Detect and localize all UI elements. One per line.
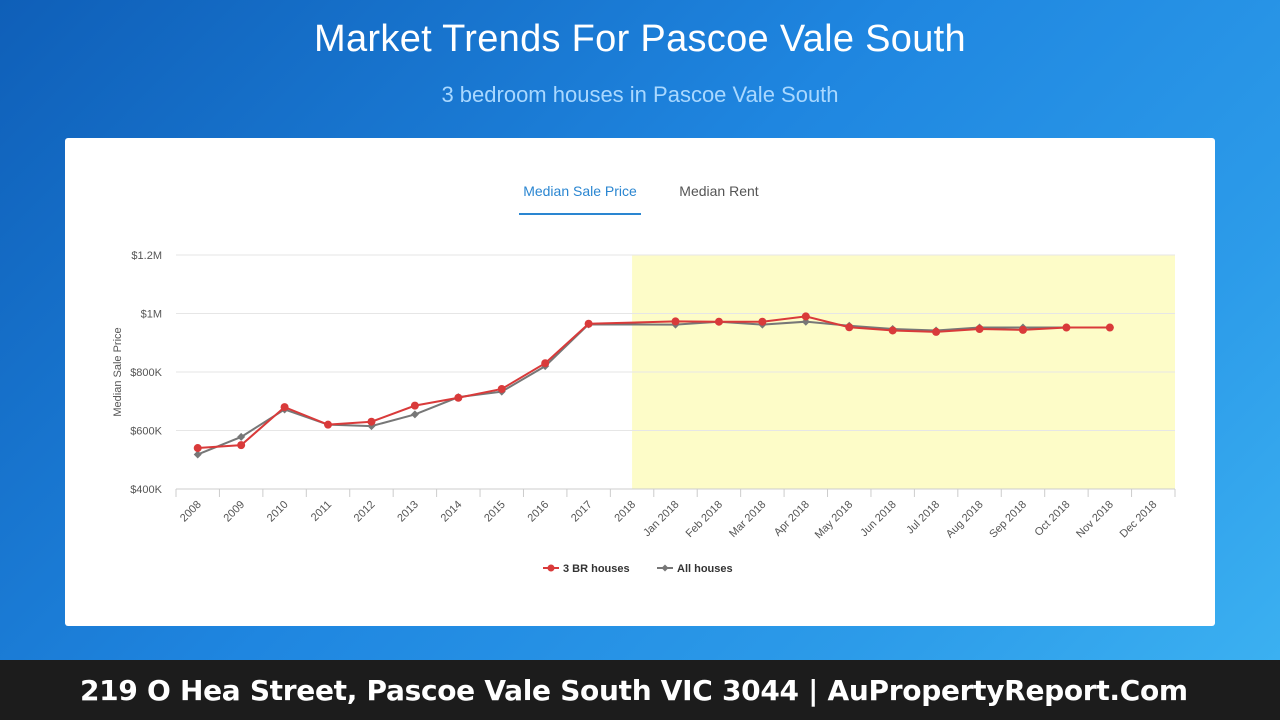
data-point-3-br-houses	[367, 417, 376, 426]
page-title: Market Trends For Pascoe Vale South	[314, 18, 966, 60]
x-tick-label: 2014	[439, 499, 465, 525]
y-axis-label: Median Sale Price	[112, 327, 124, 416]
data-point-3-br-houses	[801, 312, 810, 321]
footer-address: 219 O Hea Street, Pascoe Vale South VIC …	[80, 674, 1188, 707]
x-tick-label: 2012	[352, 499, 378, 525]
x-tick-label: 2015	[482, 499, 508, 525]
x-tick-label: 2013	[395, 499, 421, 525]
x-tick-label: Jun 2018	[858, 499, 898, 539]
y-tick-label: $600K	[130, 426, 162, 438]
data-point-3-br-houses	[888, 326, 897, 335]
data-point-3-br-houses	[584, 319, 593, 328]
y-tick-label: $1.2M	[131, 250, 162, 262]
legend-label: 3 BR houses	[563, 563, 630, 575]
data-point-3-br-houses	[1105, 323, 1114, 332]
legend-label: All houses	[677, 563, 733, 575]
data-point-3-br-houses	[758, 317, 767, 326]
chart-tabs: Median Sale Price Median Rent	[65, 183, 1215, 217]
data-point-3-br-houses	[1062, 323, 1071, 332]
data-point-3-br-houses	[714, 317, 723, 326]
page-subtitle: 3 bedroom houses in Pascoe Vale South	[441, 82, 839, 107]
data-point-3-br-houses	[1018, 325, 1027, 334]
data-point-all-houses	[237, 432, 246, 441]
tab-median-rent[interactable]: Median Rent	[679, 183, 759, 199]
data-point-3-br-houses	[932, 327, 941, 336]
x-tick-label: Dec 2018	[1118, 499, 1160, 541]
x-tick-label: 2008	[178, 499, 204, 525]
x-tick-label: May 2018	[813, 499, 856, 542]
legend-marker	[661, 564, 669, 572]
x-tick-label: 2009	[221, 499, 247, 525]
x-tick-label: Nov 2018	[1074, 499, 1116, 541]
x-tick-label: Feb 2018	[684, 499, 725, 540]
x-tick-label: 2016	[526, 499, 552, 525]
x-tick-label: Mar 2018	[727, 499, 768, 540]
data-point-3-br-houses	[410, 401, 419, 410]
x-tick-label: 2017	[569, 499, 595, 525]
data-point-3-br-houses	[324, 420, 333, 429]
x-tick-label: Oct 2018	[1032, 499, 1072, 539]
data-point-3-br-houses	[193, 444, 202, 453]
footer-bar: 219 O Hea Street, Pascoe Vale South VIC …	[0, 660, 1280, 720]
data-point-all-houses	[410, 410, 419, 419]
y-tick-label: $800K	[130, 367, 162, 379]
line-chart: $400K $600K $800K $1M $1.2M 2008 2009 2010 2011 2…	[112, 250, 1176, 575]
x-tick-label: Sep 2018	[987, 499, 1029, 541]
data-point-3-br-houses	[975, 325, 984, 334]
data-point-3-br-houses	[541, 359, 550, 368]
x-tick-label: Jan 2018	[641, 499, 681, 539]
x-tick-label: Aug 2018	[944, 499, 986, 541]
chart-card: Median Sale Price Median Rent $400K $600K…	[65, 138, 1215, 626]
data-point-3-br-houses	[454, 393, 463, 402]
x-tick-label: Jul 2018	[904, 499, 942, 537]
x-tick-label: 2011	[309, 499, 334, 524]
tab-median-sale-price[interactable]: Median Sale Price	[519, 183, 641, 215]
data-point-3-br-houses	[280, 403, 289, 412]
data-point-3-br-houses	[671, 317, 680, 326]
legend-marker	[547, 564, 555, 572]
data-point-3-br-houses	[497, 384, 506, 393]
data-point-3-br-houses	[845, 323, 854, 332]
x-tick-label: 2010	[265, 499, 291, 525]
data-point-all-houses	[193, 450, 202, 459]
y-tick-label: $400K	[130, 484, 162, 496]
x-tick-label: 2018	[612, 499, 638, 525]
data-point-3-br-houses	[237, 441, 246, 450]
y-tick-label: $1M	[141, 309, 162, 321]
x-tick-label: Apr 2018	[772, 499, 812, 539]
